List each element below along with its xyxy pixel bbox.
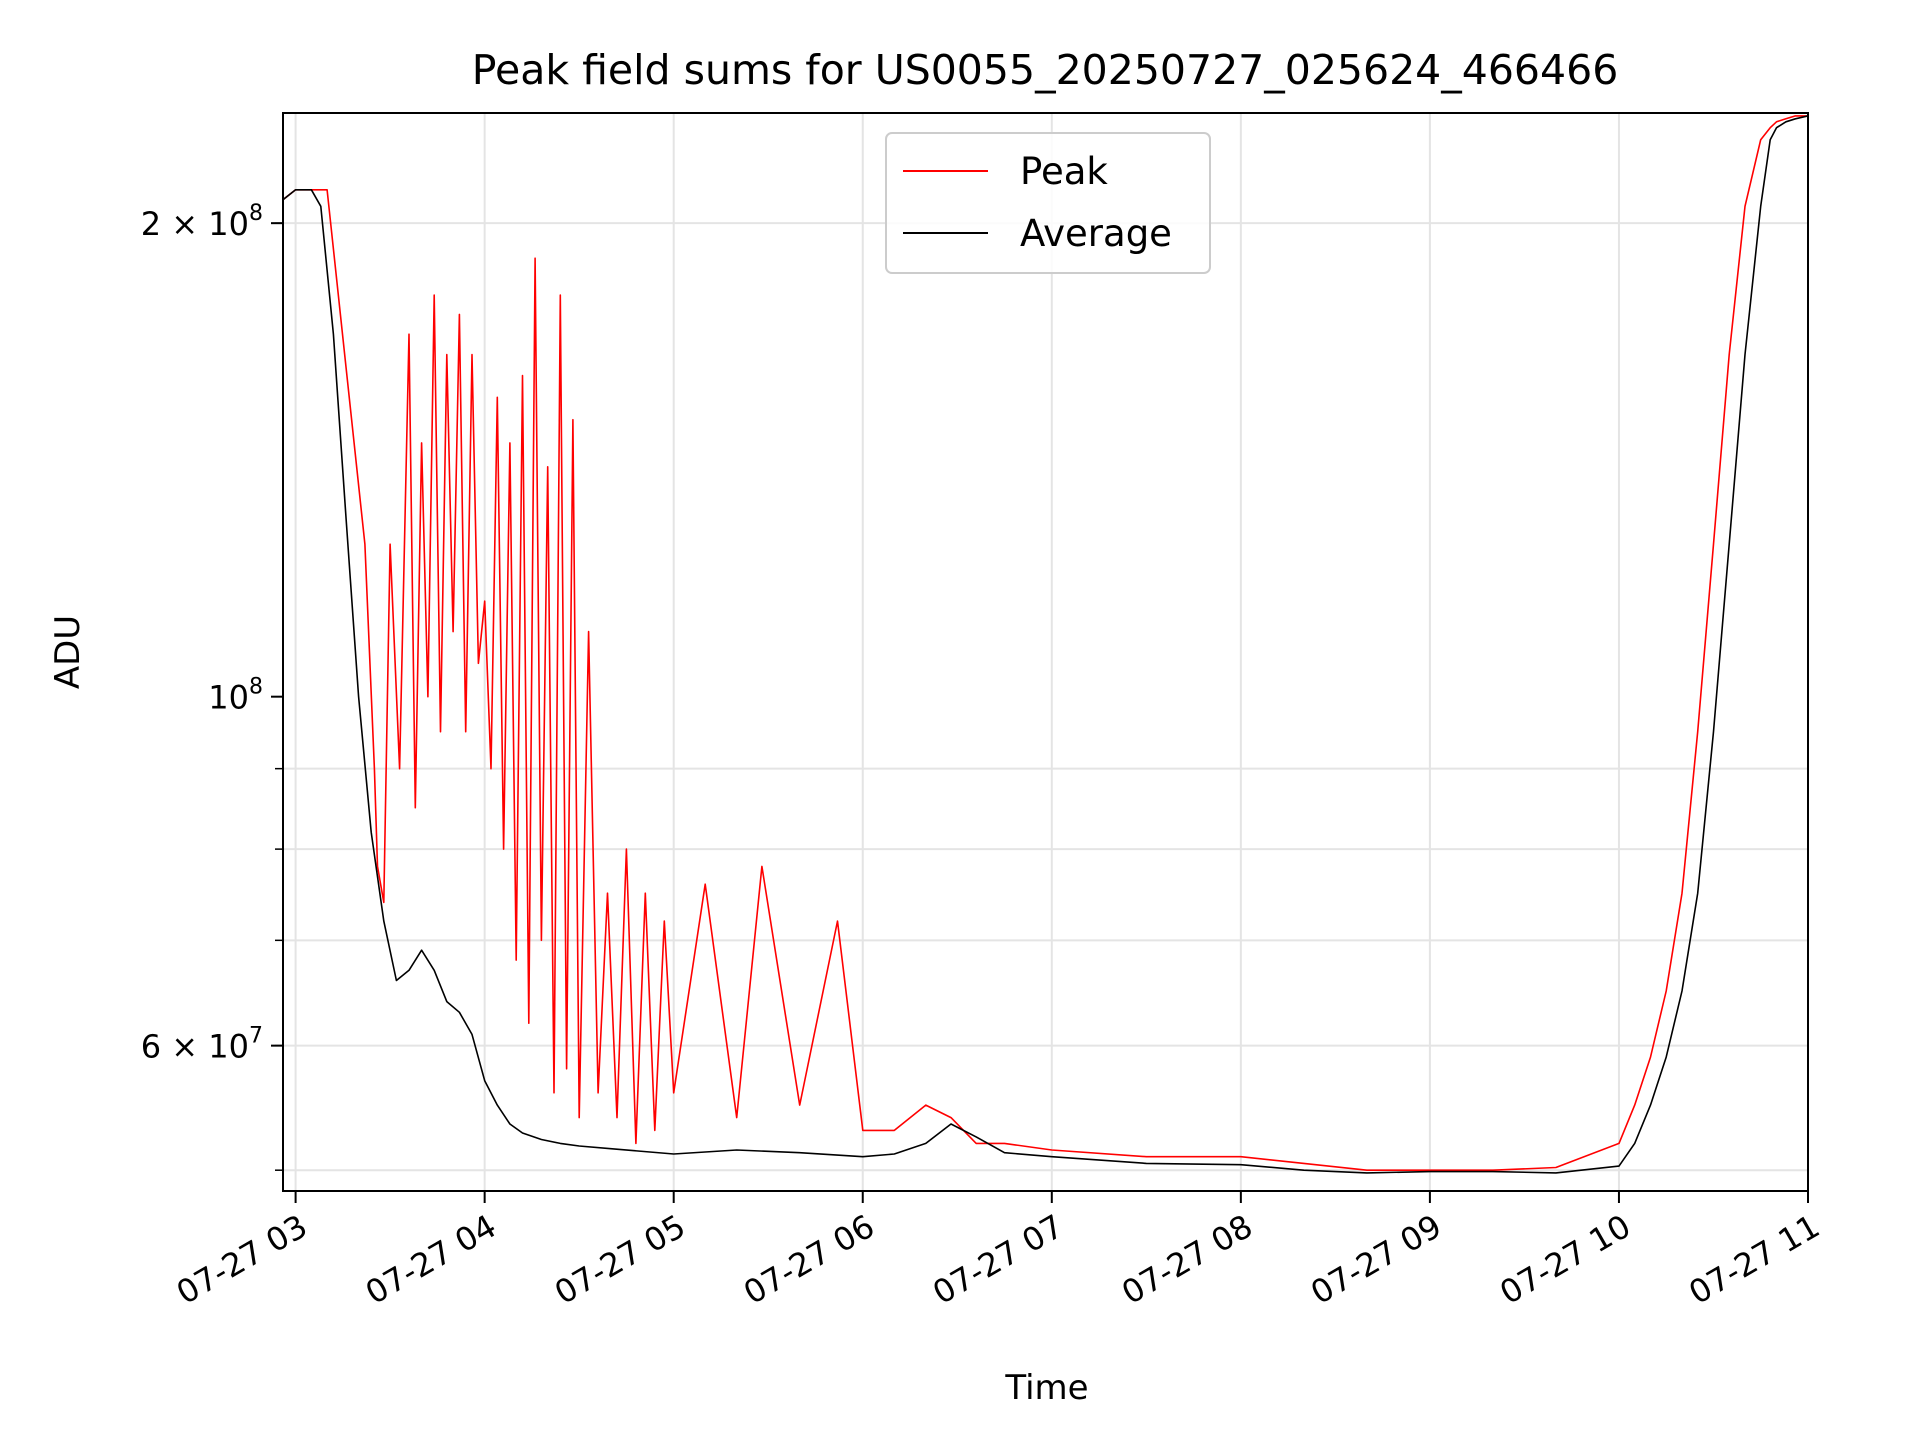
y-tick-label: 2 × 108: [141, 201, 263, 243]
series-line-average: [283, 115, 1808, 1174]
y-axis-label: ADU: [48, 615, 88, 689]
series-line-peak: [283, 115, 1808, 1171]
y-tick-label: 6 × 107: [141, 1024, 263, 1066]
chart-title: Peak field sums for US0055_20250727_0256…: [472, 46, 1619, 94]
plot-frame: [282, 112, 1809, 1192]
series-layer: [283, 115, 1808, 1174]
y-tick-label: 108: [208, 675, 263, 717]
legend-box: [885, 132, 1211, 274]
y-axis: 2 × 108 108 6 × 107: [141, 201, 283, 1171]
legend-label-peak: Peak: [1020, 150, 1108, 193]
x-axis-label: Time: [1004, 1368, 1088, 1408]
legend: Peak Average: [885, 132, 1211, 274]
legend-label-average: Average: [1020, 212, 1172, 255]
